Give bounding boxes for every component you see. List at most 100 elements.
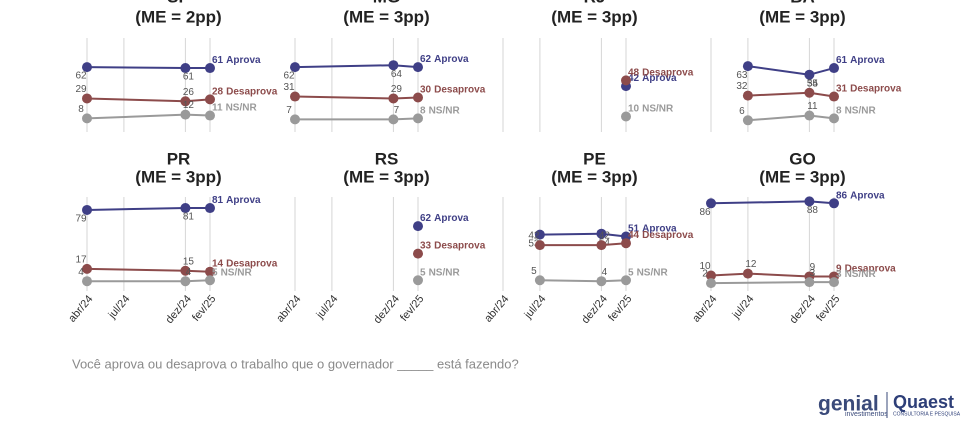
point bbox=[82, 113, 92, 124]
series-name: Desaprova bbox=[434, 240, 486, 251]
x-tick-label: abr/24 bbox=[482, 293, 511, 325]
end-label: 81 Aprova bbox=[212, 195, 261, 206]
end-label: 5 NS/NR bbox=[212, 267, 252, 278]
logo-quaest-sub: CONSULTORIA E PESQUISA bbox=[893, 411, 961, 417]
end-label-value: 42 bbox=[628, 73, 640, 84]
logo-genial: genial bbox=[818, 393, 879, 416]
x-tick-label: fev/25 bbox=[398, 293, 426, 324]
point bbox=[621, 111, 631, 122]
end-label: 8 NS/NR bbox=[420, 105, 460, 116]
panel-title: RS bbox=[375, 149, 399, 168]
logo-quaest: Quaest bbox=[893, 392, 954, 412]
point bbox=[804, 69, 815, 80]
end-label: 3 NS/NR bbox=[836, 269, 876, 280]
series-line bbox=[747, 91, 810, 97]
series-name: Desaprova bbox=[642, 230, 694, 241]
panel-title: RJ bbox=[584, 0, 606, 6]
x-tick-label: fev/25 bbox=[814, 293, 842, 324]
point-label: 35 bbox=[807, 78, 819, 89]
point bbox=[205, 63, 215, 74]
series-name: Desaprova bbox=[226, 258, 278, 269]
end-label-value: 61 bbox=[836, 55, 848, 66]
point bbox=[290, 114, 300, 125]
end-label: 11 NS/NR bbox=[212, 102, 257, 113]
question: Você aprova ou desaprova o trabalho que … bbox=[72, 356, 519, 371]
series-line bbox=[747, 114, 810, 122]
end-label-value: 30 bbox=[420, 84, 432, 95]
series-line bbox=[86, 267, 186, 272]
panel-title: MG bbox=[373, 0, 400, 6]
panel-title: PR bbox=[167, 149, 191, 168]
end-label: 14 Desaprova bbox=[212, 258, 278, 269]
series-name: Aprova bbox=[434, 213, 469, 224]
point-label: 81 bbox=[183, 212, 195, 223]
series-name: Desaprova bbox=[845, 263, 897, 274]
point-label: 4 bbox=[78, 267, 84, 278]
point-label: 61 bbox=[183, 72, 195, 83]
series-line bbox=[294, 95, 394, 100]
point bbox=[742, 115, 753, 126]
end-label: 62 Aprova bbox=[420, 54, 469, 65]
point bbox=[413, 221, 423, 232]
end-label-value: 44 bbox=[628, 230, 640, 241]
point bbox=[82, 276, 92, 287]
end-label-value: 62 bbox=[420, 54, 432, 65]
end-label-value: 9 bbox=[836, 263, 842, 274]
series-line bbox=[539, 232, 602, 236]
end-label: 31 Desaprova bbox=[836, 83, 902, 94]
series-line bbox=[710, 281, 810, 285]
series-name: Aprova bbox=[642, 73, 677, 84]
point bbox=[804, 277, 815, 288]
end-label-value: 48 bbox=[628, 67, 640, 78]
panel-title: GO bbox=[789, 149, 815, 168]
end-label: 33 Desaprova bbox=[420, 240, 486, 251]
point bbox=[413, 92, 423, 103]
point bbox=[829, 91, 839, 102]
point-label: 88 bbox=[807, 205, 819, 216]
point bbox=[180, 109, 191, 120]
end-label-value: 11 bbox=[212, 102, 223, 113]
point bbox=[804, 110, 815, 121]
end-label-value: 86 bbox=[836, 190, 848, 201]
point bbox=[290, 62, 300, 73]
end-label: 61 Aprova bbox=[212, 55, 261, 66]
point bbox=[413, 248, 423, 259]
point bbox=[82, 204, 92, 215]
end-label: 51 Aprova bbox=[628, 223, 677, 234]
point bbox=[829, 113, 839, 124]
point-label: 12 bbox=[745, 259, 757, 270]
x-tick-label: jul/24 bbox=[314, 293, 341, 322]
end-label: 62 Aprova bbox=[420, 213, 469, 224]
point bbox=[596, 276, 607, 287]
x-tick-label: dez/24 bbox=[787, 293, 817, 326]
point-label: 4 bbox=[602, 267, 608, 278]
point-label: 29 bbox=[391, 84, 403, 95]
end-label-value: 5 bbox=[420, 267, 426, 278]
point bbox=[180, 276, 191, 287]
end-label: 5 NS/NR bbox=[420, 267, 460, 278]
panel-title: BA bbox=[790, 0, 815, 6]
point-label: 29 bbox=[75, 84, 87, 95]
point bbox=[706, 270, 716, 281]
logo-genial-sub: investimentos bbox=[845, 411, 888, 418]
x-tick-label: jul/24 bbox=[522, 293, 549, 322]
end-label-value: 61 bbox=[212, 55, 224, 66]
point-label: 42 bbox=[528, 231, 540, 242]
point-label: 62 bbox=[75, 71, 87, 82]
point-label: 53 bbox=[528, 238, 540, 249]
x-tick-label: abr/24 bbox=[274, 293, 303, 325]
point bbox=[621, 75, 631, 86]
end-label-value: 5 bbox=[628, 267, 634, 278]
point bbox=[534, 275, 545, 286]
series-name: NS/NR bbox=[637, 267, 669, 278]
point bbox=[621, 238, 631, 249]
series-line bbox=[710, 272, 748, 277]
point bbox=[621, 275, 631, 286]
end-label-value: 81 bbox=[212, 195, 224, 206]
point-label: 64 bbox=[391, 69, 403, 80]
x-tick-label: abr/24 bbox=[690, 293, 719, 325]
point bbox=[829, 198, 839, 209]
